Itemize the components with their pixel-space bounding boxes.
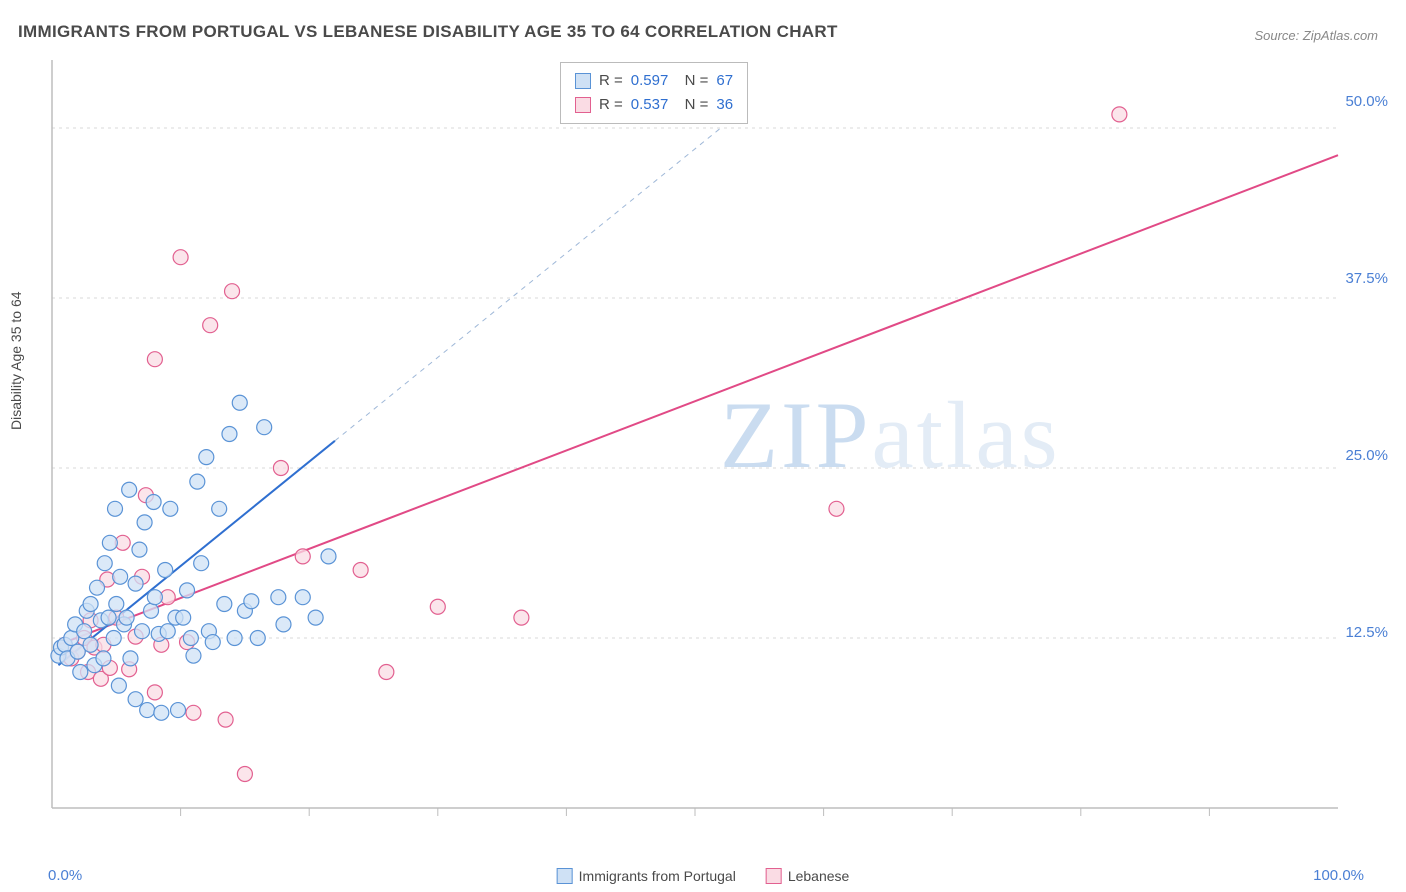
legend-label-lebanese: Lebanese: [788, 868, 850, 884]
x-tick-0: 0.0%: [48, 867, 82, 884]
bottom-legend: Immigrants from Portugal Lebanese: [557, 868, 850, 884]
y-tick-50: 50.0%: [1345, 93, 1388, 110]
legend-label-portugal: Immigrants from Portugal: [579, 868, 736, 884]
swatch-lebanese-icon: [766, 868, 782, 884]
swatch-portugal-icon: [557, 868, 573, 884]
swatch-portugal: [575, 73, 591, 89]
correlation-stats-box: R = 0.597 N = 67 R = 0.537 N = 36: [560, 62, 748, 124]
y-tick-25: 25.0%: [1345, 447, 1388, 464]
chart-title: IMMIGRANTS FROM PORTUGAL VS LEBANESE DIS…: [18, 22, 838, 42]
legend-item-portugal: Immigrants from Portugal: [557, 868, 736, 884]
stats-row-lebanese: R = 0.537 N = 36: [575, 93, 733, 117]
y-tick-12-5: 12.5%: [1345, 624, 1388, 641]
y-axis-title: Disability Age 35 to 64: [8, 291, 24, 430]
y-tick-37-5: 37.5%: [1345, 270, 1388, 287]
chart-source: Source: ZipAtlas.com: [1254, 28, 1378, 43]
plot-area: [50, 58, 1340, 828]
legend-item-lebanese: Lebanese: [766, 868, 850, 884]
swatch-lebanese: [575, 97, 591, 113]
x-tick-100: 100.0%: [1313, 867, 1364, 884]
stats-row-portugal: R = 0.597 N = 67: [575, 69, 733, 93]
scatter-chart-svg: [50, 58, 1340, 828]
